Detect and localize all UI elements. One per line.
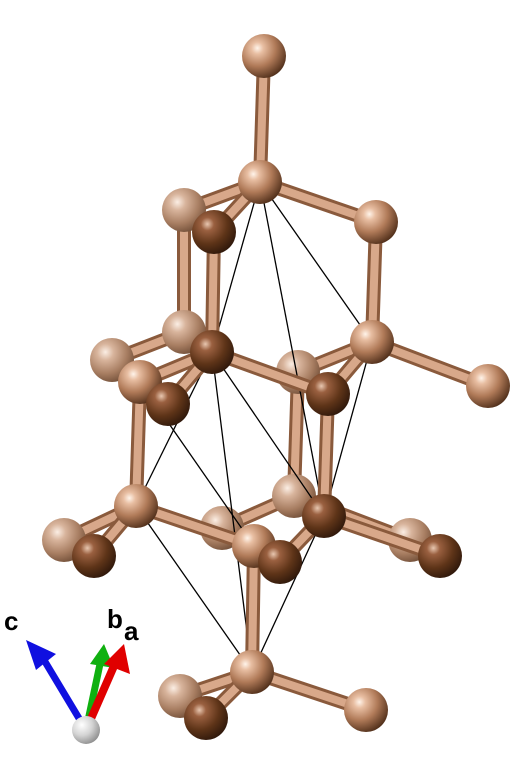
unit-cell-edge (211, 181, 261, 353)
unit-cell-edge (323, 341, 373, 517)
copper-atom (466, 364, 510, 408)
copper-atom (192, 210, 236, 254)
copper-atom (146, 382, 190, 426)
copper-atom (114, 484, 158, 528)
copper-atom (344, 688, 388, 732)
copper-atom (350, 320, 394, 364)
copper-atom (72, 534, 116, 578)
copper-atom (354, 200, 398, 244)
copper-atom (242, 34, 286, 78)
axis-indicator: c b a (4, 604, 139, 744)
copper-atom (184, 696, 228, 740)
unit-cell-edge (135, 505, 253, 673)
c-axis-arrow-head (26, 640, 56, 670)
copper-atom (190, 330, 234, 374)
a-axis-label: a (124, 616, 139, 646)
copper-atom (306, 372, 350, 416)
unit-cell-edge (259, 181, 373, 343)
atoms-front-layer (72, 34, 510, 740)
unit-cell-edges (135, 181, 373, 673)
copper-atom (230, 650, 274, 694)
unit-cell-edge (251, 515, 325, 673)
copper-atom (302, 494, 346, 538)
c-axis-label: c (4, 606, 18, 636)
unit-cell-edge (211, 351, 325, 517)
axis-origin-ball (72, 716, 100, 744)
copper-atom (258, 540, 302, 584)
copper-atom (238, 160, 282, 204)
copper-atom (418, 534, 462, 578)
a-axis-arrow-head (104, 644, 130, 674)
unit-cell-edge (211, 351, 253, 673)
b-axis-label: b (107, 604, 123, 634)
unit-cell-edge (259, 181, 325, 517)
